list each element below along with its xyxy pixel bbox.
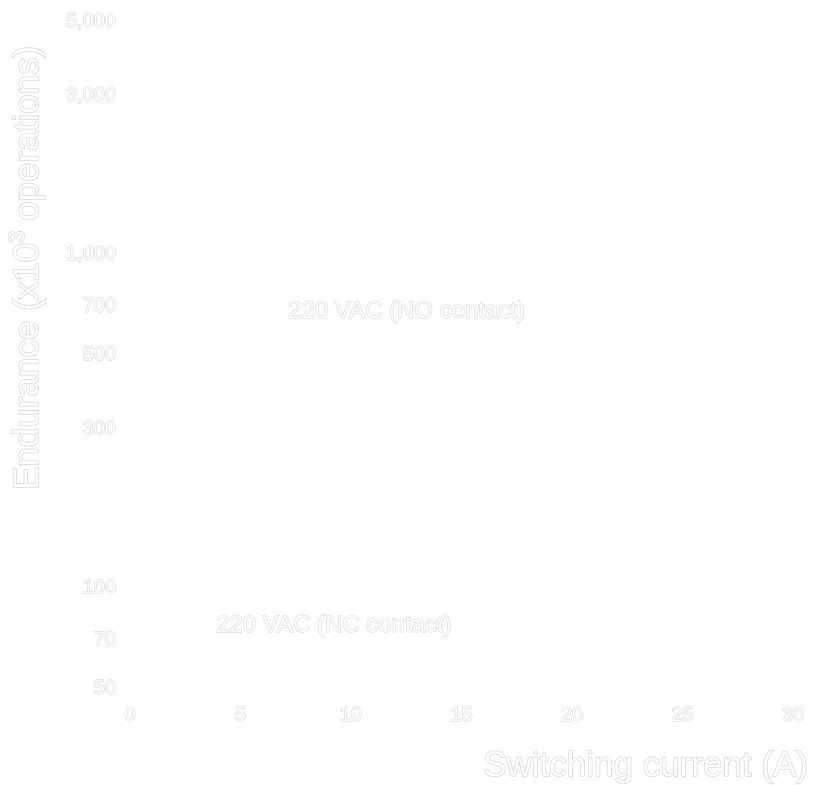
y-tick-label: 1,000 bbox=[66, 243, 116, 265]
y-tick-label: 70 bbox=[94, 628, 116, 650]
y-axis-title-sup: 3 bbox=[4, 231, 29, 243]
x-axis-title: Switching current (A) bbox=[483, 745, 808, 784]
y-tick-label: 100 bbox=[83, 577, 116, 599]
y-tick-label: 5,000 bbox=[66, 10, 116, 32]
x-tick-label: 0 bbox=[124, 704, 135, 726]
y-axis-title: Endurance (x103 operations) bbox=[4, 46, 46, 490]
y-tick-label: 500 bbox=[83, 344, 116, 366]
x-tick-label: 30 bbox=[782, 704, 804, 726]
y-tick-label: 3,000 bbox=[66, 84, 116, 106]
x-tick-label: 5 bbox=[235, 704, 246, 726]
x-tick-label: 25 bbox=[671, 704, 693, 726]
x-tick-labels: 0 5 10 15 20 25 30 bbox=[124, 703, 805, 726]
x-tick-label: 20 bbox=[561, 704, 583, 726]
series-label-nc-contact: 220 VAC (NC contact) bbox=[216, 611, 452, 638]
y-tick-label: 300 bbox=[83, 417, 116, 439]
y-axis-title-base: Endurance (x10 bbox=[7, 243, 46, 490]
y-tick-label: 700 bbox=[83, 295, 116, 317]
y-tick-label: 50 bbox=[94, 677, 116, 699]
series-label-no-contact: 220 VAC (NO contact) bbox=[288, 297, 525, 324]
y-axis-title-tail: operations) bbox=[7, 46, 46, 231]
y-tick-labels: 50 70 100 300 500 700 1,000 3,000 5,000 bbox=[65, 9, 116, 699]
x-tick-label: 10 bbox=[340, 704, 362, 726]
x-tick-label: 15 bbox=[450, 704, 472, 726]
